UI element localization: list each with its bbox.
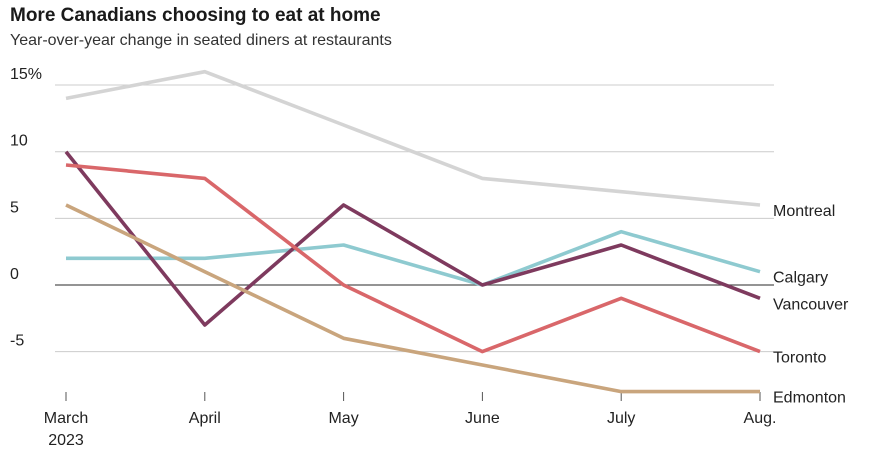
y-tick-label: -5	[10, 333, 24, 350]
x-tick-label: April	[189, 410, 221, 427]
x-tick-label: June	[465, 410, 500, 427]
series-line-edmonton	[65, 203, 760, 394]
series-label-edmonton: Edmonton	[773, 390, 846, 407]
x-axis: March 2023 April May June July Aug.	[44, 392, 777, 449]
y-tick-label: 0	[10, 266, 19, 283]
y-tick-label: 10	[10, 133, 28, 150]
series-label-vancouver: Vancouver	[773, 296, 849, 313]
chart-title: More Canadians choosing to eat at home	[10, 5, 381, 26]
series-label-toronto: Toronto	[773, 350, 826, 367]
series-line-vancouver	[64, 150, 761, 327]
x-tick-label: Aug.	[744, 410, 777, 427]
chart-subtitle: Year-over-year change in seated diners a…	[10, 32, 392, 49]
gridlines	[55, 84, 774, 353]
series-labels: Montreal Calgary Vancouver Toronto Edmonton	[773, 203, 849, 407]
series-line-calgary	[66, 229, 761, 287]
y-tick-label: 15%	[10, 66, 42, 83]
y-axis-tick-labels: 15% 10 5 0 -5	[10, 66, 42, 350]
series-lines	[64, 69, 761, 394]
series-line-toronto	[65, 163, 761, 354]
y-tick-label: 5	[10, 199, 19, 216]
x-tick-label: March 2023	[44, 410, 88, 449]
x-tick-label: May	[328, 410, 358, 427]
series-label-calgary: Calgary	[773, 270, 828, 287]
series-label-montreal: Montreal	[773, 203, 835, 220]
series-line-montreal	[65, 69, 761, 207]
x-tick-label: July	[607, 410, 635, 427]
